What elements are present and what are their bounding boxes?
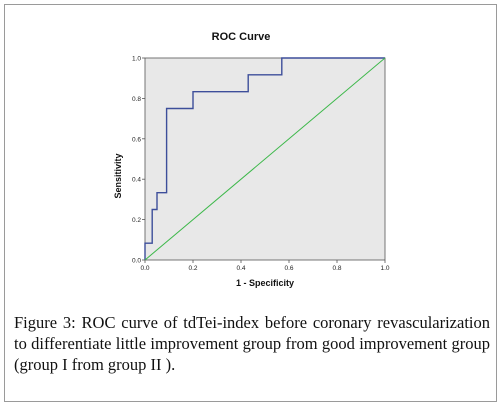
x-tick-label: 0.0 [140,265,149,272]
y-tick-label: 0.2 [132,217,141,224]
figure-caption: Figure 3: ROC curve of tdTei-index befor… [14,312,490,375]
caption-text: ROC curve of tdTei-index before coronary… [14,313,490,374]
series-layer [144,57,386,261]
y-tick-label: 0.0 [132,258,141,265]
y-tick-label: 0.6 [132,136,141,143]
y-tick-label: 0.4 [132,177,141,184]
x-tick-label: 1.0 [380,265,389,272]
x-tick-label: 0.8 [332,265,341,272]
y-axis-title: Sensitivity [113,153,123,198]
chart-title: ROC Curve [212,31,271,43]
y-tick-label: 0.8 [132,96,141,103]
reference-diagonal-line [144,57,386,261]
axis-ticks: 0.0 0.2 0.4 0.6 0.8 1.0 0.0 0.2 0.4 0.6 0.8 1.0 [132,56,390,273]
x-tick-label: 0.6 [284,265,293,272]
caption-label: Figure 3: [14,313,76,332]
x-axis-title: 1 - Specificity [236,278,294,288]
x-tick-label: 0.2 [188,265,197,272]
y-tick-label: 1.0 [132,56,141,63]
roc-chart: ROC Curve 0.0 0.2 0.4 0.6 0.8 1.0 0.0 0.2 0.4 0.6… [113,31,390,288]
roc-curve-line [144,57,385,260]
x-tick-label: 0.4 [236,265,245,272]
